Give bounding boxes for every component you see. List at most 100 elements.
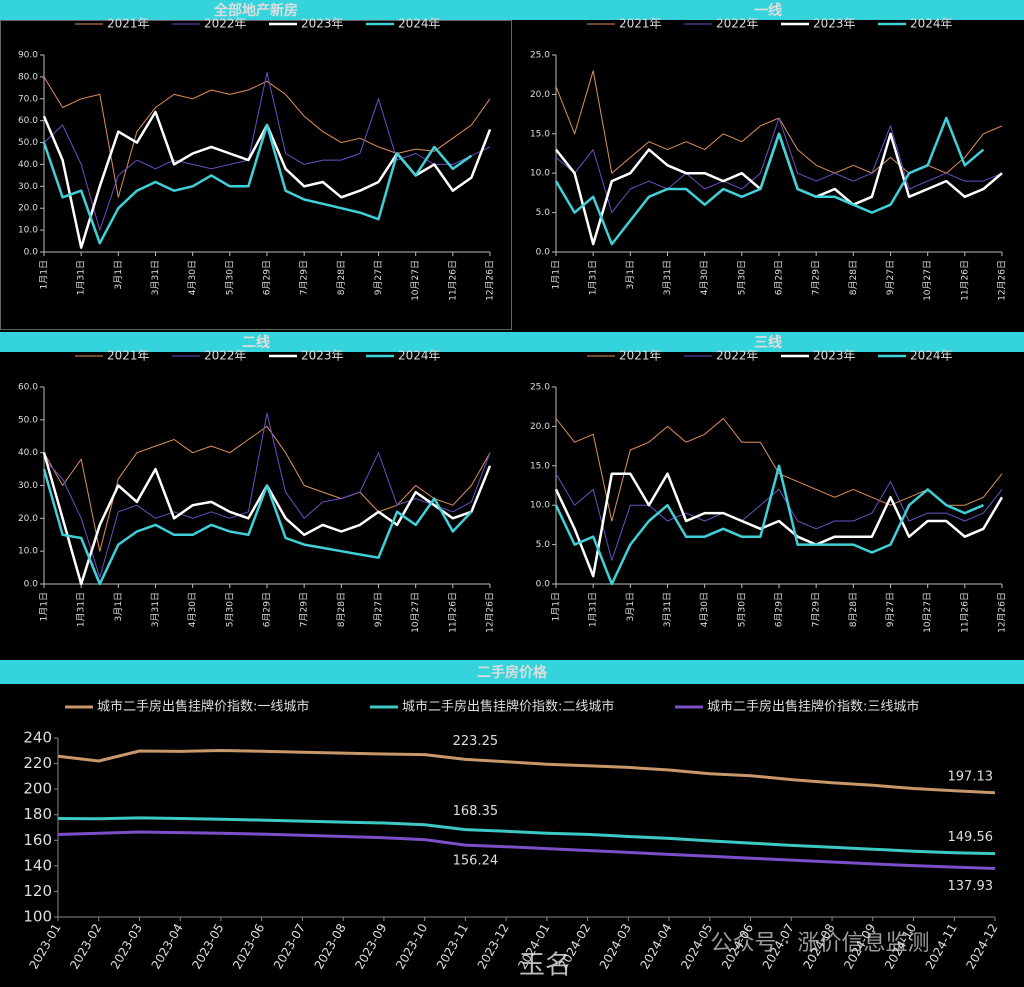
- x-tick-label: 2023-12: [475, 921, 512, 971]
- y-tick-label: 70.0: [18, 94, 38, 104]
- x-tick-label: 6月29日: [774, 592, 785, 627]
- legend-label: 2021年: [619, 17, 662, 31]
- series-line: [43, 72, 491, 231]
- x-tick-label: 7月29日: [299, 260, 310, 295]
- x-tick-label: 2023-08: [312, 921, 349, 971]
- legend-label: 2022年: [204, 17, 247, 31]
- title-bar: [512, 0, 1024, 20]
- x-tick-label: 1月31日: [76, 592, 87, 627]
- y-tick-label: 120: [23, 882, 52, 900]
- y-tick-label: 20.0: [530, 422, 550, 432]
- y-tick-label: 30.0: [18, 481, 38, 491]
- legend-label: 2024年: [398, 17, 441, 31]
- x-tick-label: 4月30日: [699, 592, 710, 627]
- chart-title: 全部地产新房: [213, 2, 298, 19]
- x-tick-label: 3月1日: [113, 260, 124, 289]
- title-bar: [0, 332, 512, 352]
- x-tick-label: 10月27日: [922, 260, 933, 301]
- x-tick-label: 9月27日: [373, 260, 384, 295]
- x-tick-label: 3月31日: [662, 260, 673, 295]
- x-tick-label: 5月30日: [224, 260, 235, 295]
- legend-label: 2023年: [813, 17, 856, 31]
- series-line: [57, 830, 996, 870]
- x-tick-label: 1月1日: [551, 592, 562, 621]
- y-tick-label: 40.0: [18, 160, 38, 170]
- x-tick-label: 12月26日: [485, 592, 496, 633]
- value-label: 223.25: [453, 734, 499, 749]
- x-tick-label: 2023-04: [149, 921, 186, 971]
- legend-label: 2023年: [301, 349, 344, 363]
- series-line: [43, 76, 491, 198]
- x-tick-label: 1月1日: [551, 260, 562, 289]
- y-tick-label: 5.0: [536, 208, 551, 218]
- x-tick-label: 4月30日: [187, 260, 198, 295]
- x-tick-label: 8月28日: [848, 260, 859, 295]
- x-tick-label: 5月30日: [224, 592, 235, 627]
- y-tick-label: 20.0: [530, 90, 550, 100]
- value-label: 156.24: [453, 854, 499, 869]
- legend-label: 2024年: [910, 17, 953, 31]
- value-label: 137.93: [948, 879, 994, 894]
- x-tick-label: 1月31日: [588, 592, 599, 627]
- y-tick-label: 20.0: [18, 204, 38, 214]
- x-tick-label: 9月27日: [885, 592, 896, 627]
- panel-border: [0, 20, 512, 330]
- x-tick-label: 2023-07: [271, 921, 308, 971]
- x-tick-label: 11月26日: [447, 260, 458, 301]
- series-line: [42, 452, 492, 586]
- x-tick-label: 5月30日: [736, 260, 747, 295]
- y-tick-label: 0.0: [24, 248, 39, 258]
- x-tick-label: 2023-06: [230, 921, 267, 971]
- y-tick-label: 140: [23, 856, 52, 874]
- legend-label: 2024年: [398, 349, 441, 363]
- x-tick-label: 8月28日: [336, 260, 347, 295]
- y-tick-label: 0.0: [536, 580, 551, 590]
- legend-label: 2022年: [204, 349, 247, 363]
- series-line: [554, 472, 1004, 578]
- x-tick-label: 2024-12: [963, 921, 1000, 971]
- x-tick-label: 1月31日: [76, 260, 87, 295]
- series-line: [555, 70, 1003, 174]
- y-tick-label: 20.0: [18, 514, 38, 524]
- series-line: [554, 464, 984, 586]
- x-tick-label: 2023-05: [189, 921, 226, 971]
- y-tick-label: 30.0: [18, 182, 38, 192]
- y-tick-label: 240: [23, 729, 52, 747]
- x-tick-label: 5月30日: [736, 592, 747, 627]
- series-line: [555, 132, 1003, 246]
- legend-label: 2023年: [813, 349, 856, 363]
- legend-label: 2022年: [716, 17, 759, 31]
- x-tick-label: 1月31日: [588, 260, 599, 295]
- x-tick-label: 2023-02: [67, 921, 104, 971]
- chart-title: 二手房价格: [477, 664, 548, 681]
- y-tick-label: 80.0: [18, 72, 38, 82]
- y-tick-label: 10.0: [530, 169, 550, 179]
- x-tick-label: 10月27日: [922, 592, 933, 633]
- legend-label: 2022年: [716, 349, 759, 363]
- x-tick-label: 3月31日: [662, 592, 673, 627]
- y-tick-label: 160: [23, 831, 52, 849]
- y-tick-label: 60.0: [18, 116, 38, 126]
- x-tick-label: 6月29日: [262, 592, 273, 627]
- x-tick-label: 3月1日: [625, 260, 636, 289]
- title-bar: [0, 660, 1024, 684]
- y-tick-label: 5.0: [536, 540, 551, 550]
- series-line: [42, 123, 473, 245]
- legend-label: 2023年: [301, 17, 344, 31]
- y-tick-label: 10.0: [18, 547, 38, 557]
- x-tick-label: 2023-01: [26, 921, 63, 971]
- x-tick-label: 2023-09: [352, 921, 389, 971]
- x-tick-label: 6月29日: [774, 260, 785, 295]
- x-tick-label: 3月1日: [625, 592, 636, 621]
- x-tick-label: 12月26日: [485, 260, 496, 301]
- series-line: [43, 425, 491, 552]
- y-tick-label: 10.0: [18, 226, 38, 236]
- series-line: [555, 473, 1003, 561]
- y-tick-label: 10.0: [530, 501, 550, 511]
- series-line: [57, 749, 996, 795]
- x-tick-label: 4月30日: [699, 260, 710, 295]
- x-tick-label: 2023-10: [393, 921, 430, 971]
- x-tick-label: 7月29日: [299, 592, 310, 627]
- x-tick-label: 6月29日: [262, 260, 273, 295]
- x-tick-label: 11月26日: [447, 592, 458, 633]
